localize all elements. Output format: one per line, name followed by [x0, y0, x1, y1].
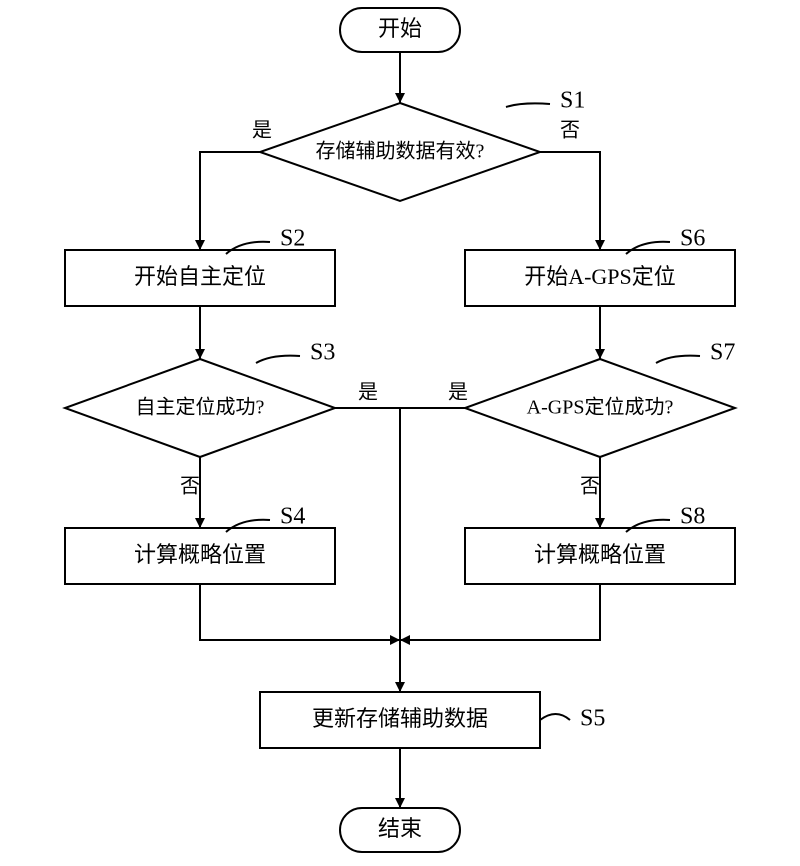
svg-text:S7: S7 [710, 340, 735, 366]
svg-text:计算概略位置: 计算概略位置 [534, 542, 666, 567]
svg-text:S6: S6 [680, 226, 705, 252]
svg-text:否: 否 [580, 476, 600, 498]
svg-text:S8: S8 [680, 504, 705, 530]
svg-text:S4: S4 [280, 504, 305, 530]
svg-text:存储辅助数据有效?: 存储辅助数据有效? [316, 140, 485, 163]
svg-text:A-GPS定位成功?: A-GPS定位成功? [527, 396, 674, 419]
svg-text:S3: S3 [310, 340, 335, 366]
svg-text:否: 否 [180, 476, 200, 498]
svg-text:是: 是 [448, 382, 468, 404]
svg-text:自主定位成功?: 自主定位成功? [136, 396, 265, 419]
svg-text:计算概略位置: 计算概略位置 [134, 542, 266, 567]
svg-text:开始A-GPS定位: 开始A-GPS定位 [524, 264, 676, 289]
svg-text:结束: 结束 [378, 816, 422, 841]
svg-text:更新存储辅助数据: 更新存储辅助数据 [312, 706, 488, 731]
svg-text:S2: S2 [280, 226, 305, 252]
svg-text:是: 是 [358, 382, 378, 404]
svg-text:开始自主定位: 开始自主定位 [134, 264, 266, 289]
flowchart: 开始存储辅助数据有效? 开始自主定位 开始A-GPS定位自主定位成功? A-GPS定位… [0, 0, 800, 866]
svg-text:开始: 开始 [378, 16, 422, 41]
svg-text:S5: S5 [580, 706, 605, 732]
svg-text:是: 是 [252, 120, 272, 142]
svg-text:S1: S1 [560, 88, 585, 114]
svg-text:否: 否 [560, 120, 580, 142]
